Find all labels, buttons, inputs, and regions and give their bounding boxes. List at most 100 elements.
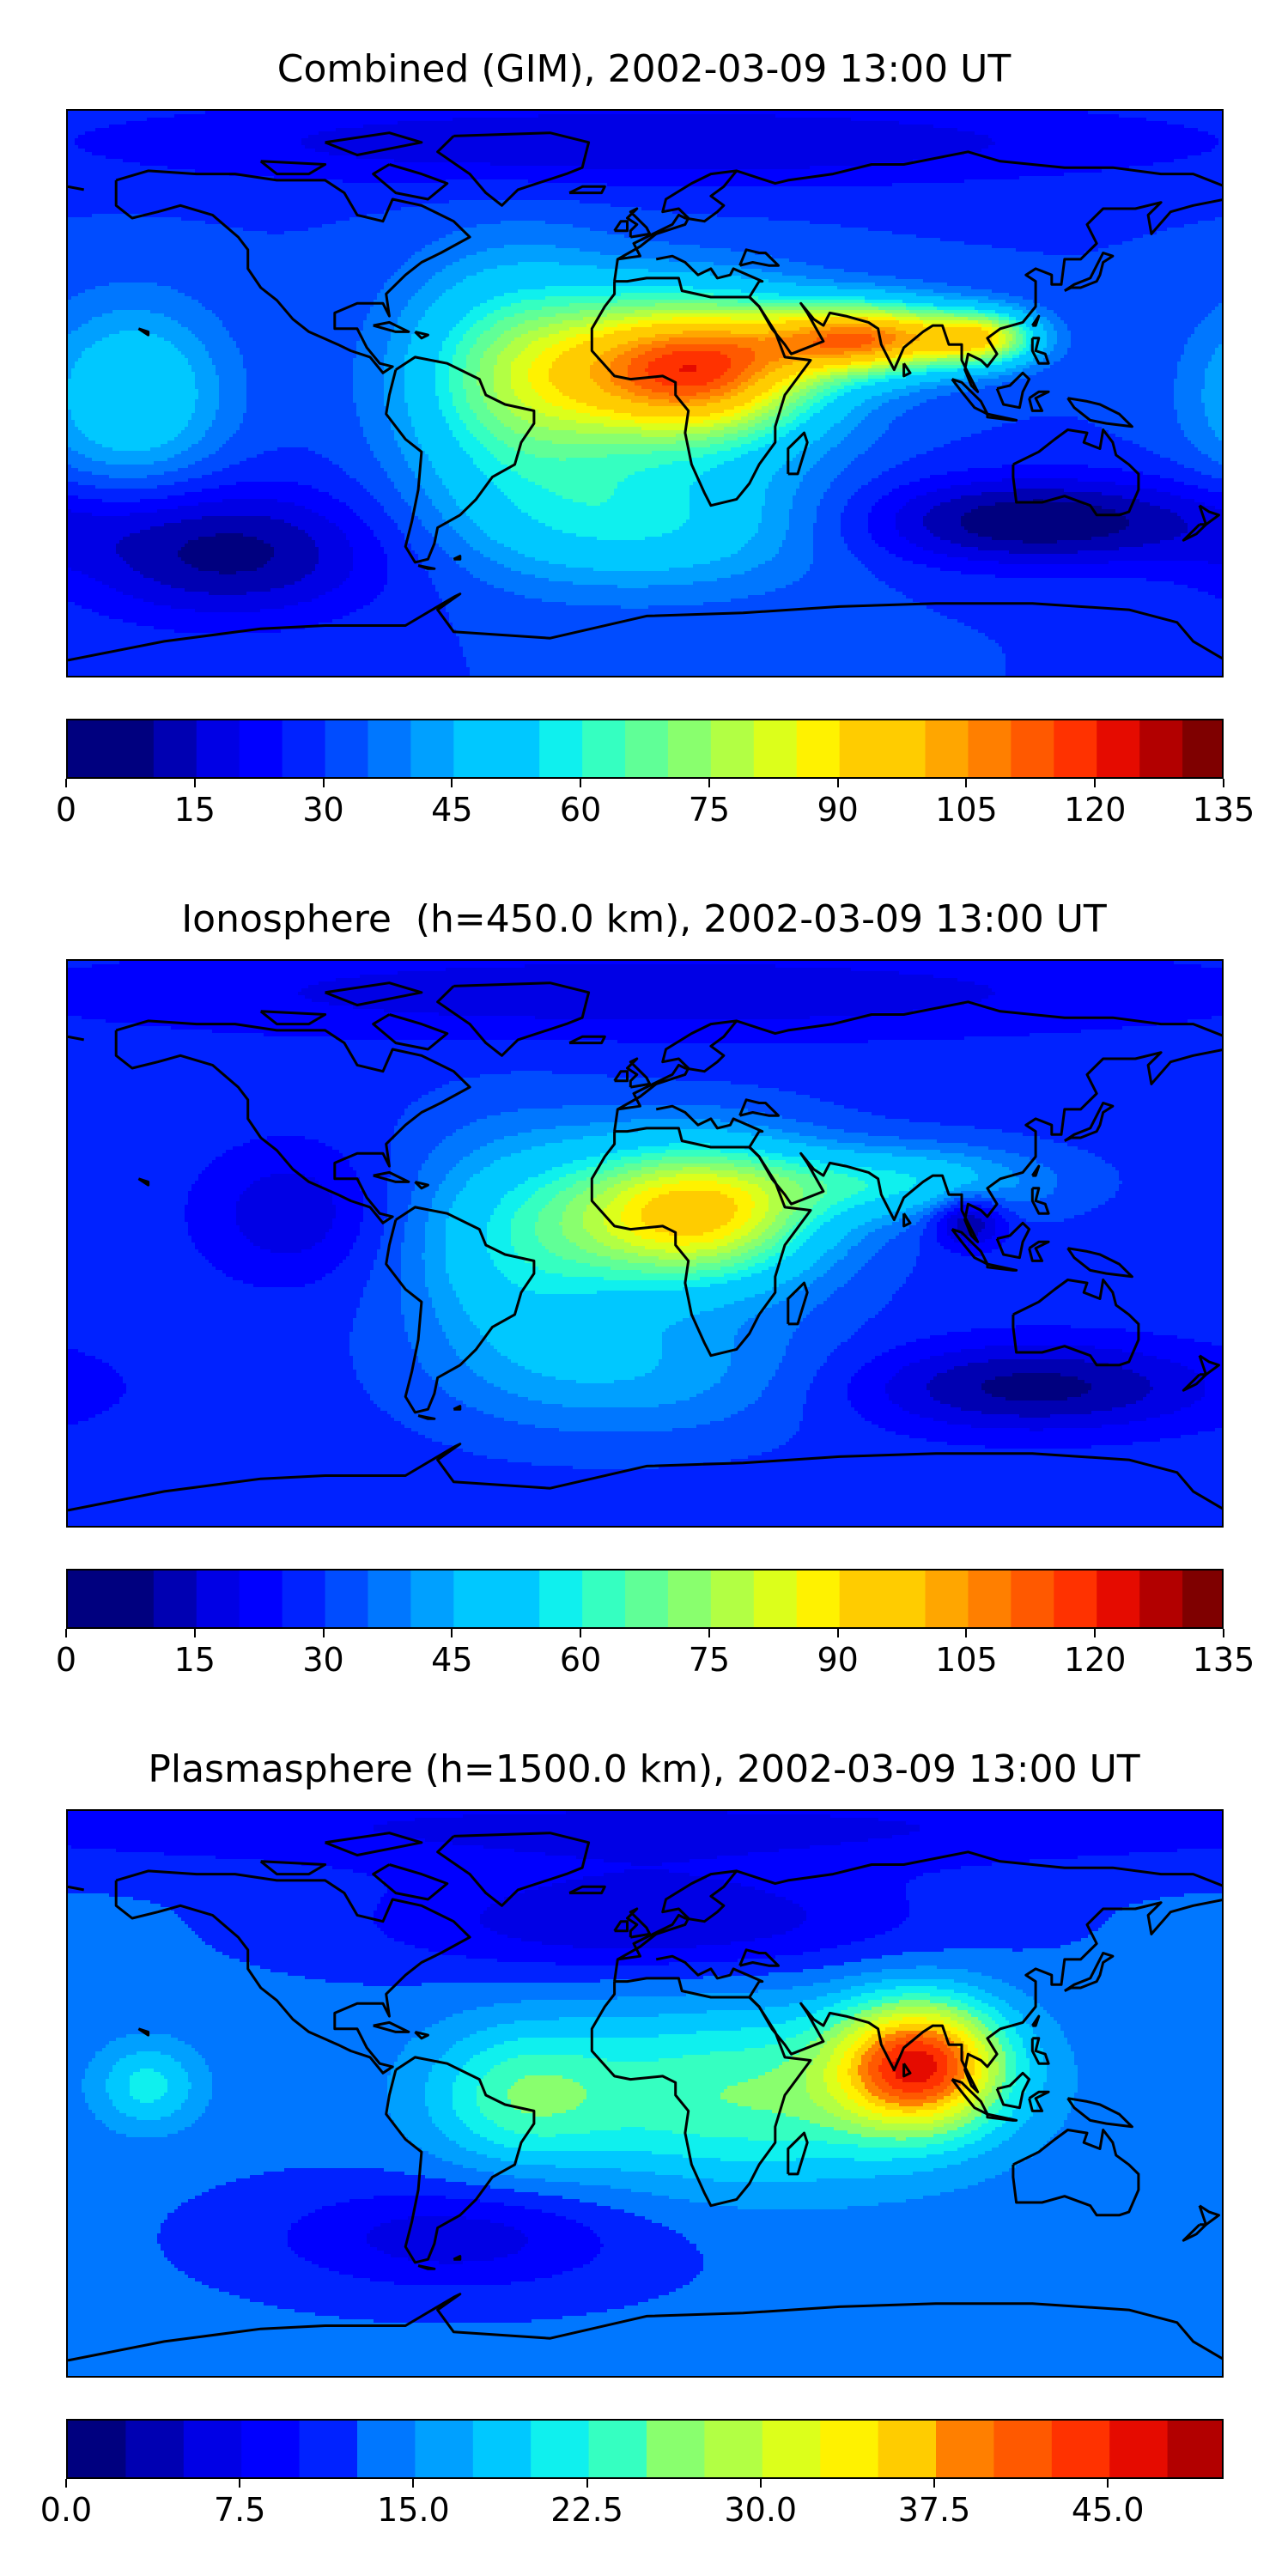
colorbar-swatch (496, 720, 540, 777)
coastline (738, 1098, 780, 1117)
colorbar-swatch (1139, 1571, 1183, 1627)
coastline (986, 412, 1018, 422)
tick-mark (933, 2479, 935, 2488)
coastline (385, 355, 536, 564)
tick-mark (412, 2479, 415, 2488)
colorbar-swatch (410, 720, 455, 777)
coastline (986, 2112, 1018, 2122)
tec-field-ionosphere (68, 961, 1222, 1526)
colorbar-swatch (710, 720, 755, 777)
coastline (613, 1070, 629, 1083)
coastline (68, 1035, 84, 1042)
coastline (736, 150, 1222, 187)
colorbar-swatch (839, 1571, 884, 1627)
coastline (1012, 2129, 1140, 2217)
colorbar-swatch (753, 1571, 798, 1627)
coastline (1198, 2204, 1220, 2227)
panel-title-ionosphere: Ionosphere (h=450.0 km), 2002-03-09 13:0… (181, 897, 1107, 941)
coastline (902, 1212, 912, 1228)
colorbar-swatch (1097, 720, 1140, 777)
coastline (414, 330, 429, 340)
coastline (590, 1127, 812, 1358)
coastline (68, 1885, 84, 1892)
colorbar-swatch (153, 1571, 197, 1627)
tick-label: 0 (55, 791, 77, 829)
tick-label: 90 (817, 1641, 859, 1679)
colorbar-swatch (368, 1571, 412, 1627)
coastline (114, 1869, 471, 2075)
map-svg-plasmasphere (68, 1811, 1222, 2376)
tick-mark (836, 1629, 839, 1637)
colorbar-swatch (1139, 720, 1183, 777)
coastline (436, 131, 591, 207)
tick-mark (65, 1629, 67, 1637)
tick-mark (708, 779, 710, 787)
coastline (736, 1000, 1222, 1037)
coastline (1063, 1102, 1115, 1142)
tick-label: 22.5 (550, 2491, 623, 2529)
coastline (1066, 2097, 1133, 2129)
coastline (1198, 504, 1220, 526)
colorbar-swatch (196, 1571, 240, 1627)
tick-mark (1223, 1629, 1224, 1637)
colorbar-swatch (925, 1571, 969, 1627)
coastline (385, 2056, 536, 2264)
coastline (417, 1414, 436, 1420)
colorbar-swatch (1011, 1571, 1055, 1627)
coastline (259, 1860, 327, 1876)
coastline (417, 564, 436, 570)
colorbar-swatch (196, 720, 240, 777)
coastline (902, 362, 912, 378)
coastline (613, 1920, 629, 1933)
coastline (114, 169, 471, 374)
colorbar-swatch (110, 720, 155, 777)
coastline (453, 2255, 462, 2261)
coastline (259, 160, 327, 176)
tick-label: 135 (1192, 1641, 1255, 1679)
coastline (1198, 1354, 1220, 1376)
tick-mark (65, 779, 67, 787)
tick-label: 135 (1192, 791, 1255, 829)
colorbar-swatch (368, 720, 412, 777)
coastline (372, 1863, 449, 1901)
coastline (995, 2071, 1031, 2110)
colorbar-swatch (882, 720, 927, 777)
colorbar-swatch (110, 1571, 155, 1627)
panel-title-plasmasphere: Plasmasphere (h=1500.0 km), 2002-03-09 1… (148, 1747, 1140, 1791)
tick-label: 15 (173, 791, 216, 829)
tick-mark (65, 2479, 67, 2488)
tick-label: 37.5 (897, 2491, 971, 2529)
coastline (995, 371, 1031, 410)
colorbar-swatch (1054, 720, 1098, 777)
colorbar-swatch (282, 1571, 326, 1627)
coastline (1030, 1187, 1050, 1215)
coastline (453, 555, 462, 561)
tick-mark (586, 2479, 588, 2488)
coastline (325, 1832, 423, 1856)
colorbar-swatch (625, 720, 669, 777)
colorbar-swatch (453, 720, 498, 777)
coastline (1182, 523, 1207, 542)
tick-label: 105 (935, 1641, 998, 1679)
coastline (736, 1850, 1222, 1887)
coastline (1028, 390, 1050, 412)
coastline (436, 1832, 591, 1907)
colorbar-swatch (325, 1571, 369, 1627)
colorbar-swatch (1011, 720, 1055, 777)
tick-label: 30 (302, 1641, 344, 1679)
coastline (137, 2027, 150, 2037)
colorbar-ticks-plasmasphere: 0.0 7.5 15.0 22.5 30.0 37.5 45.0 (40, 2479, 1224, 2530)
coastline (1030, 337, 1050, 365)
tick-mark (965, 1629, 968, 1637)
colorbar-swatch (68, 2421, 127, 2477)
colorbar-swatch (415, 2421, 474, 2477)
coastline (986, 1262, 1018, 1272)
colorbar-swatch (1167, 2421, 1222, 2477)
tick-label: 0 (55, 1641, 77, 1679)
tick-label: 45 (431, 1641, 473, 1679)
colorbar-swatch (357, 2421, 416, 2477)
tick-mark (1094, 779, 1097, 787)
coastline (613, 1019, 738, 1132)
colorbar-swatch (796, 720, 841, 777)
coastline (995, 1221, 1031, 1260)
